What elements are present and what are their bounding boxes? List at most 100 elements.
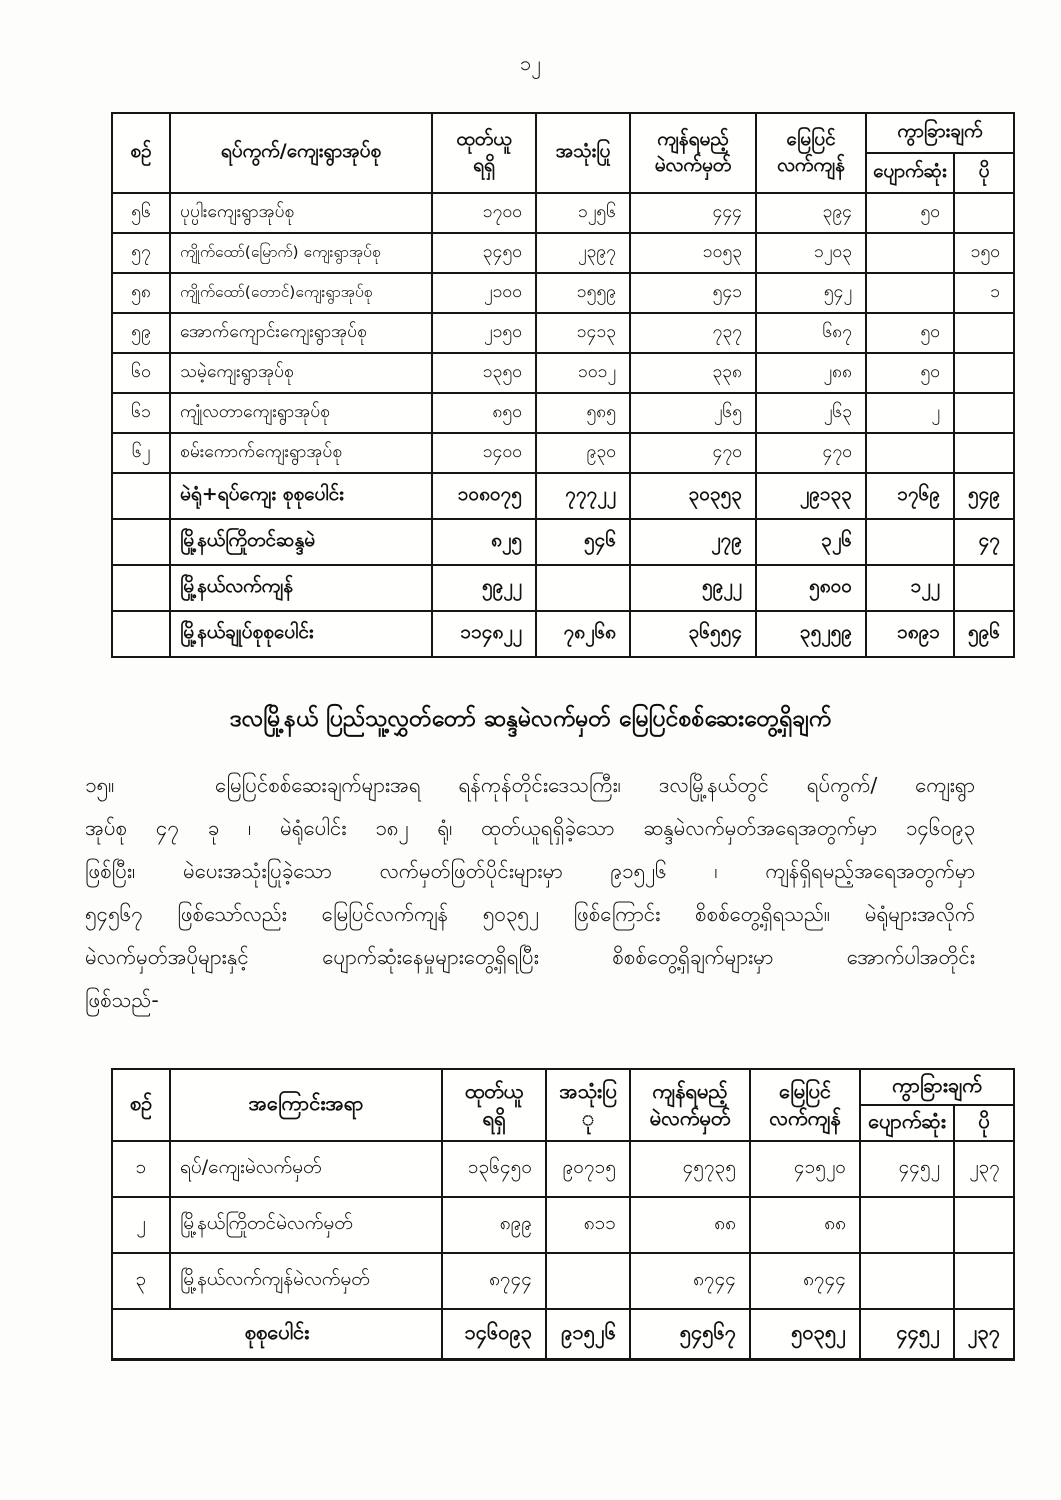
cell-used: ၁၅၅၉ bbox=[535, 272, 631, 314]
col-header-remaining-line1: ကျန်ရမည့် bbox=[652, 1079, 728, 1103]
cell-name: သမဲ့ကျေးရွာအုပ်စု bbox=[169, 352, 433, 394]
col-header-ground-balance: မြေပြင် လက်ကျန် bbox=[755, 112, 867, 194]
table-header-row: စဉ် ရပ်ကွက်/ကျေးရွာအုပ်စု ထုတ်ယူ ရရှိ အသ… bbox=[111, 112, 1016, 194]
cell-remaining: ၂၇၉ bbox=[629, 518, 757, 566]
cell-lost: ၅၀ bbox=[865, 192, 955, 234]
col-header-subject: အကြောင်းအရာ bbox=[169, 1068, 443, 1142]
paragraph-line: အုပ်စု ၄၇ ခု ၊ မဲရုံပေါင်း ၁၈၂ ရုံ၊ ထုတ်… bbox=[85, 816, 975, 840]
col-header-ground-line1: မြေပြင် bbox=[779, 1079, 831, 1103]
cell-name: အောက်ကျောင်းကျေးရွာအုပ်စု bbox=[169, 312, 433, 354]
paragraph-line: ၅၄၅၆၇ ဖြစ်သော်လည်း မြေပြင်လက်ကျန် ၅၀၃၅၂ … bbox=[85, 902, 975, 926]
cell-remaining: ၈၈ bbox=[629, 1196, 751, 1254]
ballot-reconciliation-table: စဉ် ရပ်ကွက်/ကျေးရွာအုပ်စု ထုတ်ယူ ရရှိ အသ… bbox=[111, 112, 1016, 658]
cell-label: မြို့နယ်ကြိုတင်ဆန္ဒမဲ bbox=[169, 518, 433, 566]
cell-name: ကျုံလတာကျေးရွာအုပ်စု bbox=[169, 392, 433, 434]
cell-issued: ၈၅၀ bbox=[431, 392, 537, 434]
col-header-remaining: ကျန်ရမည့် မဲလက်မှတ် bbox=[629, 112, 757, 194]
cell-issued: ၁၀၈၀၇၅ bbox=[431, 472, 537, 520]
table-row: ၆၀ သမဲ့ကျေးရွာအုပ်စု ၁၃၅၀ ၁၀၁၂ ၃၃၈ ၂၈၈ ၅… bbox=[111, 352, 1016, 394]
table-row: ၅၈ ကျိုက်ထော်(တောင်)ကျေးရွာအုပ်စု ၂၁၀၀ ၁… bbox=[111, 272, 1016, 314]
cell-used: ၇၇၇၂၂ bbox=[535, 472, 631, 520]
cell-ground: ၃၂၆ bbox=[755, 518, 867, 566]
cell-no: ၃ bbox=[111, 1252, 171, 1310]
cell-lost: ၁၇၆၉ bbox=[865, 472, 955, 520]
cell-ground: ၄၁၅၂၀ bbox=[749, 1140, 861, 1198]
cell-issued: ၁၃၆၄၅၀ bbox=[441, 1140, 547, 1198]
cell-extra bbox=[952, 192, 1016, 234]
cell-label: မဲရုံ+ရပ်ကျေး စုစုပေါင်း bbox=[169, 472, 433, 520]
cell-ground: ၃၉၄ bbox=[755, 192, 867, 234]
cell-issued: ၂၁၀၀ bbox=[431, 272, 537, 314]
table-header-row: စဉ် အကြောင်းအရာ ထုတ်ယူ ရရှိ အသုံးပြ ု ကျ… bbox=[111, 1068, 1015, 1142]
cell-lost: ၅၀ bbox=[865, 352, 955, 394]
cell-issued: ၁၄၀၀ bbox=[431, 432, 537, 474]
col-header-remaining: ကျန်ရမည့် မဲလက်မှတ် bbox=[629, 1068, 751, 1142]
col-header-no: စဉ် bbox=[111, 1068, 171, 1142]
table-row: ၆၁ ကျုံလတာကျေးရွာအုပ်စု ၈၅၀ ၅၈၅ ၂၆၅ ၂၆၃ … bbox=[111, 392, 1016, 434]
cell-lost: ၄၄၅၂ bbox=[859, 1308, 955, 1361]
cell-ground: ၁၂၀၃ bbox=[755, 232, 867, 274]
cell-label: မြို့နယ်လက်ကျန် bbox=[169, 564, 433, 612]
cell-no bbox=[111, 610, 171, 658]
cell-ground: ၂၆၃ bbox=[755, 392, 867, 434]
cell-lost bbox=[859, 1196, 955, 1254]
cell-lost: ၁၈၉၁ bbox=[865, 610, 955, 658]
cell-remaining: ၅၉၂၂ bbox=[629, 564, 757, 612]
table-row: ၁ ရပ်/ကျေးမဲလက်မှတ် ၁၃၆၄၅၀ ၉၀၇၁၅ ၄၅၇၃၅ ၄… bbox=[111, 1140, 1015, 1198]
table-row: ၅၇ ကျိုက်ထော်(မြောက်) ကျေးရွာအုပ်စု ၃၄၅၀… bbox=[111, 232, 1016, 274]
col-header-ground-balance: မြေပြင် လက်ကျန် bbox=[749, 1068, 861, 1142]
cell-name: ပုပ္ပါးကျေးရွာအုပ်စု bbox=[169, 192, 433, 234]
cell-no: ၆၁ bbox=[111, 392, 171, 434]
cell-extra: ၂၃၇ bbox=[953, 1308, 1015, 1361]
col-header-ground-line1: မြေပြင် bbox=[786, 128, 836, 151]
cell-extra: ၅၄၉ bbox=[952, 472, 1016, 520]
paragraph-line: ဖြစ်သည်- bbox=[85, 988, 159, 1012]
section-heading: ဒလမြို့နယ် ပြည်သူ့လွှတ်တော် ဆန္ဒမဲလက်မှတ… bbox=[229, 706, 832, 732]
cell-issued: ၈၂၅ bbox=[431, 518, 537, 566]
cell-used bbox=[545, 1252, 631, 1310]
cell-remaining: ၄၇၀ bbox=[629, 432, 757, 474]
col-header-remaining-line1: ကျန်ရမည့် bbox=[657, 128, 729, 151]
paragraph-line: မဲလက်မှတ်အပိုများနှင့် ပျောက်ဆုံးနေမှုမျ… bbox=[85, 945, 975, 969]
cell-extra bbox=[952, 432, 1016, 474]
col-header-ward-village: ရပ်ကွက်/ကျေးရွာအုပ်စု bbox=[169, 112, 433, 194]
cell-used: ၅၈၅ bbox=[535, 392, 631, 434]
cell-lost: ၁၂၂ bbox=[865, 564, 955, 612]
cell-lost bbox=[865, 232, 955, 274]
col-header-used-line2: ု bbox=[581, 1106, 595, 1130]
col-header-used-line1: အသုံးပြ bbox=[559, 1079, 617, 1103]
cell-used: ၇၈၂၆၈ bbox=[535, 610, 631, 658]
cell-remaining: ၁၀၅၃ bbox=[629, 232, 757, 274]
cell-issued: ၃၄၅၀ bbox=[431, 232, 537, 274]
cell-no bbox=[111, 564, 171, 612]
body-paragraph: ၁၅။ မြေပြင်စစ်ဆေးချက်များအရ ရန်ကုန်တိုင်… bbox=[85, 764, 975, 1022]
cell-extra: ၁ bbox=[952, 272, 1016, 314]
cell-used: ၉၀၇၁၅ bbox=[545, 1140, 631, 1198]
col-header-used: အသုံးပြု bbox=[535, 112, 631, 194]
cell-issued: ၂၁၅၀ bbox=[431, 312, 537, 354]
cell-lost bbox=[865, 432, 955, 474]
cell-remaining: ၈၇၄၄ bbox=[629, 1252, 751, 1310]
cell-extra: ၁၅၀ bbox=[952, 232, 1016, 274]
cell-no bbox=[111, 518, 171, 566]
table-header-subrow: ပျောက်ဆုံး ပို bbox=[112, 1104, 1015, 1142]
summary-row-township-balance: မြို့နယ်လက်ကျန် ၅၉၂၂ ၅၉၂၂ ၅၈၀၀ ၁၂၂ bbox=[111, 564, 1016, 612]
cell-name: စမ်းကောက်ကျေးရွာအုပ်စု bbox=[169, 432, 433, 474]
cell-extra bbox=[952, 392, 1016, 434]
cell-issued: ၁၇၀၀ bbox=[431, 192, 537, 234]
table-row: ၅၉ အောက်ကျောင်းကျေးရွာအုပ်စု ၂၁၅၀ ၁၄၁၃ ၇… bbox=[111, 312, 1016, 354]
col-header-issued-line1: ထုတ်ယူ bbox=[456, 128, 512, 151]
col-header-issued: ထုတ်ယူ ရရှိ bbox=[441, 1068, 547, 1142]
cell-remaining: ၅၄၁ bbox=[629, 272, 757, 314]
grand-total-row: စုစုပေါင်း ၁၄၆၀၉၃ ၉၁၅၂၆ ၅၄၅၆၇ ၅၀၃၅၂ ၄၄၅၂… bbox=[111, 1308, 1015, 1361]
col-header-issued-line1: ထုတ်ယူ bbox=[464, 1079, 524, 1103]
cell-no: ၆၂ bbox=[111, 432, 171, 474]
cell-extra bbox=[953, 1252, 1015, 1310]
cell-used bbox=[535, 564, 631, 612]
cell-name: ကျိုက်ထော်(တောင်)ကျေးရွာအုပ်စု bbox=[169, 272, 433, 314]
col-header-ground-line2: လက်ကျန် bbox=[769, 1106, 841, 1130]
cell-used: ၉၁၅၂၆ bbox=[545, 1308, 631, 1361]
cell-remaining: ၂၆၅ bbox=[629, 392, 757, 434]
paragraph-line: ဖြစ်ပြီး၊ မဲပေးအသုံးပြုခဲ့သော လက်မှတ်ဖြတ… bbox=[85, 859, 975, 883]
col-header-extra: ပို bbox=[952, 152, 1016, 194]
